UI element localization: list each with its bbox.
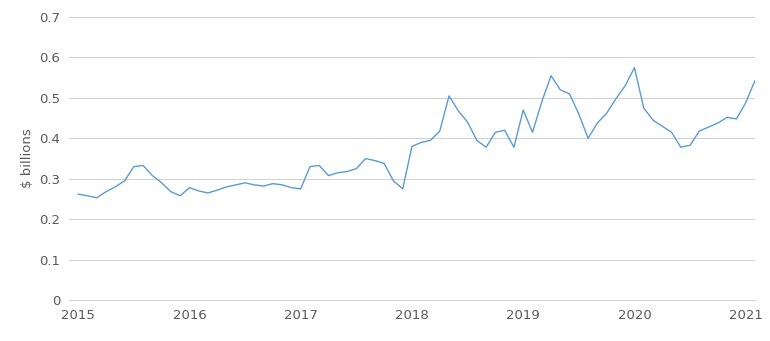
Y-axis label: $ billions: $ billions: [21, 129, 34, 189]
